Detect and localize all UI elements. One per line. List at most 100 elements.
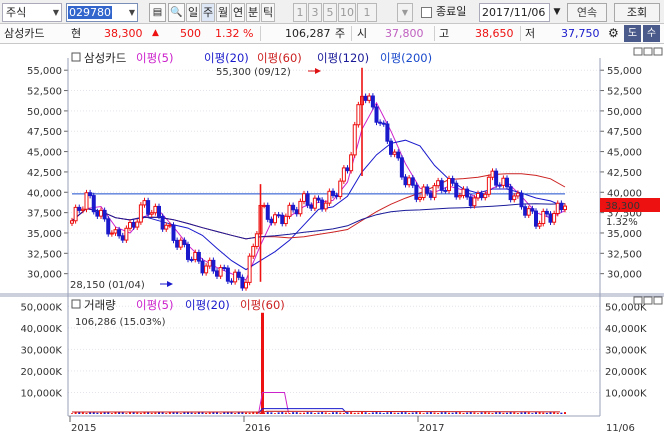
volume-bar — [317, 412, 320, 414]
interval-5-button[interactable]: 5 — [323, 3, 337, 22]
period-week-button[interactable]: 주 — [201, 3, 215, 22]
candle-body — [273, 214, 277, 224]
x-tick-label: 2015 — [71, 423, 96, 434]
calendar-dropdown-button[interactable]: ▼ — [551, 3, 563, 22]
candle-body — [486, 176, 491, 195]
volume-bar — [205, 412, 208, 414]
volume-bar — [274, 413, 276, 414]
candle-body — [109, 232, 114, 235]
volume-bar — [96, 412, 99, 414]
volume-bar — [114, 412, 117, 414]
order-button-2[interactable]: 수 — [643, 25, 660, 42]
arrow-right-icon — [167, 281, 173, 287]
volume-tick-label: 10,000K — [605, 388, 647, 399]
volume-bar — [448, 412, 450, 414]
volume-bar — [429, 412, 432, 414]
price-axis-right: 55,000 52,500 50,000 47,500 45,000 42,500 40,0… — [600, 66, 642, 281]
candle-body — [182, 239, 187, 245]
volume-bar — [266, 412, 269, 414]
period-month-button[interactable]: 월 — [216, 3, 230, 22]
candle-body — [240, 276, 245, 289]
volume-bar — [150, 412, 153, 414]
volume-bar — [390, 412, 392, 414]
volume-bar — [400, 412, 403, 414]
gear-icon[interactable]: ⚙ — [608, 26, 619, 40]
volume-bar — [208, 412, 211, 414]
candle-body — [200, 260, 205, 274]
volume-bar — [462, 412, 465, 414]
candle-body — [244, 281, 248, 289]
volume-bar — [419, 412, 421, 414]
volume-bar — [129, 412, 131, 414]
interval-dropdown-button[interactable]: ▼ — [397, 3, 413, 22]
price-tick-label: 50,000 — [607, 107, 642, 118]
volume-bar — [125, 413, 128, 414]
volume-bar — [451, 412, 454, 414]
candle-body — [421, 186, 426, 199]
interval-1-button[interactable]: 1 — [293, 3, 307, 22]
candle-body — [229, 280, 234, 283]
volume-bar — [139, 412, 142, 414]
high-annotation: 55,300 (09/12) — [216, 67, 291, 78]
price-panel-controls[interactable] — [633, 47, 663, 56]
candle-body — [436, 180, 441, 187]
legend-stock-name: 삼성카드 — [84, 51, 126, 65]
interval-custom-input[interactable]: 1 — [357, 3, 377, 22]
period-minute-button[interactable]: 분 — [246, 3, 260, 22]
candle-body — [327, 190, 332, 204]
continuous-button[interactable]: 연속 — [567, 3, 607, 22]
legend-volume: 거래량 — [84, 298, 116, 312]
volume-bar — [342, 412, 345, 414]
interval-3-button[interactable]: 3 — [308, 3, 322, 22]
candle-body — [135, 221, 140, 228]
query-button[interactable]: 조회 — [614, 3, 660, 22]
search-button[interactable]: 🔍 — [168, 3, 185, 22]
candle-body — [439, 180, 444, 191]
quote-bar: 삼성카드 현 38,300 ▲ 500 1.32 % 106,287 주 시 3… — [0, 24, 664, 44]
period-day-button[interactable]: 일 — [186, 3, 200, 22]
period-year-button[interactable]: 연 — [231, 3, 245, 22]
stock-list-button[interactable]: ▤ — [149, 3, 166, 22]
stock-code-input[interactable]: 029780 ▼ — [66, 3, 138, 22]
candle-body — [483, 193, 488, 199]
volume-bar — [154, 412, 157, 414]
candle-body — [385, 123, 390, 142]
candle-body — [280, 214, 285, 225]
market-type-select[interactable]: 주식 ▼ — [2, 3, 62, 22]
candle-body — [186, 243, 190, 260]
candle-body — [537, 223, 542, 227]
volume-bar — [255, 412, 258, 414]
volume-bar — [516, 413, 519, 414]
volume-bar — [132, 412, 135, 414]
candle-body — [432, 185, 437, 198]
candle-body — [124, 227, 129, 241]
candle-body — [247, 255, 252, 283]
volume-bar — [147, 412, 150, 414]
candle-body — [381, 122, 386, 125]
volume-bars — [71, 312, 566, 414]
volume-bar — [361, 412, 363, 414]
legend-ma20: 이평(20) — [204, 51, 249, 65]
stock-code-value: 029780 — [68, 6, 112, 19]
candle-body — [283, 215, 288, 225]
volume-bar — [292, 412, 295, 414]
volume-tick-label: 20,000K — [20, 367, 62, 378]
volume-bar — [81, 412, 84, 414]
volume-bar — [538, 412, 541, 414]
volume-bar — [466, 412, 469, 414]
volume-bar — [509, 412, 512, 414]
period-tick-button[interactable]: 틱 — [261, 3, 275, 22]
volume-legend: 거래량 이평(5) 이평(20) 이평(60) — [71, 298, 285, 312]
volume-panel-controls[interactable] — [633, 296, 663, 305]
price-tick-label: 45,000 — [607, 148, 642, 159]
volume-bar — [350, 412, 353, 414]
order-button[interactable]: 도 — [624, 25, 641, 42]
candle-body — [403, 176, 408, 186]
end-date-input[interactable]: 2017/11/06 — [479, 3, 550, 22]
end-date-checkbox[interactable] — [421, 7, 432, 18]
price-tick-label: 35,000 — [607, 229, 642, 240]
volume-bar — [321, 412, 324, 414]
volume-bar — [277, 412, 280, 414]
interval-10-button[interactable]: 10 — [338, 3, 356, 22]
price-tick-label: 42,500 — [607, 168, 642, 179]
